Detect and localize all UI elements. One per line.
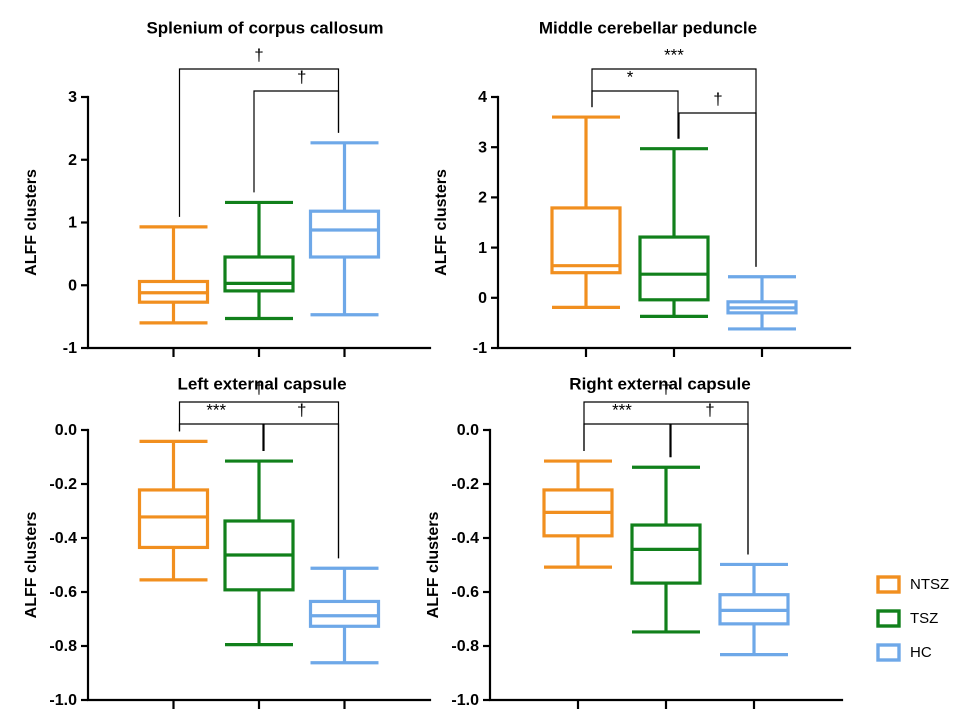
legend-item-ntsz: NTSZ (876, 575, 949, 594)
y-tick-label: -0.8 (451, 638, 479, 655)
box-tsz (638, 147, 710, 318)
y-tick-label: 4 (478, 89, 487, 106)
y-tick-label: 1 (478, 240, 487, 257)
legend-item-tsz: TSZ (876, 609, 938, 628)
y-tick-label: -0.2 (49, 476, 77, 493)
y-tick-label: -1 (473, 340, 487, 357)
y-axis-label: ALFF clusters (23, 169, 40, 276)
box-ntsz (550, 115, 622, 309)
legend-swatch-ntsz (876, 575, 901, 594)
sig-bracket-tsz-hc: † (670, 400, 749, 555)
sig-bracket-line (253, 90, 340, 193)
box-ntsz (137, 439, 210, 582)
y-tick-label: 0.0 (457, 422, 479, 439)
panel-splenium-of-corpus-callosum: Splenium of corpus callosum ALFF clusters… (23, 18, 432, 357)
y-tick-label: 1 (68, 215, 77, 232)
legend-label-tsz: TSZ (910, 610, 938, 627)
box-hc (726, 275, 798, 331)
y-tick-label: -1.0 (451, 692, 479, 709)
sig-label: † (254, 45, 263, 64)
box-iqr (308, 599, 381, 628)
y-tick-label: 0 (68, 277, 77, 294)
panel-title: Middle cerebellar peduncle (539, 18, 757, 37)
y-tick-label: -1 (63, 340, 77, 357)
sig-bracket-tsz-hc: † (678, 89, 757, 267)
sig-label: † (297, 400, 306, 419)
sig-label: * (627, 67, 634, 86)
legend-swatch-tsz (876, 609, 901, 628)
box-iqr (638, 235, 710, 302)
y-tick-label: 0.0 (55, 422, 77, 439)
box-tsz (630, 465, 702, 634)
sig-label: † (254, 378, 263, 397)
box-tsz (223, 459, 295, 647)
legend-item-hc: HC (876, 643, 932, 662)
box-hc (308, 566, 381, 665)
y-axis-label: ALFF clusters (23, 512, 40, 619)
box-iqr (137, 488, 210, 550)
sig-label: *** (206, 400, 226, 419)
sig-bracket-ntsz-tsz: * (591, 67, 679, 139)
y-axis-label: ALFF clusters (425, 512, 442, 619)
y-axis-label: ALFF clusters (433, 169, 450, 276)
sig-label: *** (612, 400, 632, 419)
sig-label: † (297, 67, 306, 86)
sig-label: † (661, 378, 670, 397)
panel-title: Left external capsule (177, 374, 346, 393)
box-ntsz (542, 459, 614, 569)
box-ntsz (137, 225, 210, 325)
y-tick-label: -0.4 (451, 530, 479, 547)
sig-bracket-line (263, 423, 340, 559)
y-tick-label: 0 (478, 290, 487, 307)
panel-left-external-capsule: Left external capsule ALFF clusters 0.0 -0.… (23, 374, 432, 709)
panel-middle-cerebellar-peduncle: Middle cerebellar peduncle ALFF clusters 4… (433, 18, 852, 357)
sig-bracket-line (678, 112, 757, 267)
sig-bracket-ntsz-tsz: *** (178, 400, 264, 452)
legend-label-hc: HC (910, 644, 932, 661)
legend-label-ntsz: NTSZ (910, 576, 949, 593)
box-iqr (630, 523, 702, 585)
sig-bracket-line (591, 90, 679, 139)
sig-bracket-line (178, 423, 264, 452)
box-iqr (223, 255, 295, 293)
panel-title: Splenium of corpus callosum (146, 18, 383, 37)
y-tick-label: -0.6 (49, 584, 77, 601)
y-tick-label: -0.2 (451, 476, 479, 493)
y-tick-label: -1.0 (49, 692, 77, 709)
y-tick-label: -0.8 (49, 638, 77, 655)
y-tick-label: -0.4 (49, 530, 77, 547)
sig-label: *** (664, 45, 684, 64)
box-tsz (223, 200, 295, 321)
y-tick-label: 3 (478, 139, 487, 156)
y-tick-label: 2 (68, 152, 77, 169)
box-iqr (308, 209, 381, 259)
sig-bracket-ntsz-tsz: *** (583, 400, 671, 458)
y-tick-label: -0.6 (451, 584, 479, 601)
box-iqr (550, 206, 622, 275)
sig-bracket-line (583, 423, 671, 458)
panel-right-external-capsule: Right external capsule ALFF clusters 0.0 -0… (425, 374, 844, 709)
legend-swatch-hc (876, 643, 901, 662)
box-hc (308, 141, 381, 317)
sig-label: † (705, 400, 714, 419)
panel-title: Right external capsule (569, 374, 750, 393)
sig-bracket-tsz-hc: † (253, 67, 340, 193)
sig-bracket-tsz-hc: † (263, 400, 340, 559)
y-tick-label: 2 (478, 190, 487, 207)
sig-label: † (713, 89, 722, 108)
legend: NTSZ TSZ HC (876, 575, 949, 662)
panels-layer: Splenium of corpus callosum ALFF clusters… (23, 18, 852, 709)
box-hc (718, 562, 790, 657)
sig-bracket-line (670, 423, 749, 555)
y-tick-label: 3 (68, 89, 77, 106)
